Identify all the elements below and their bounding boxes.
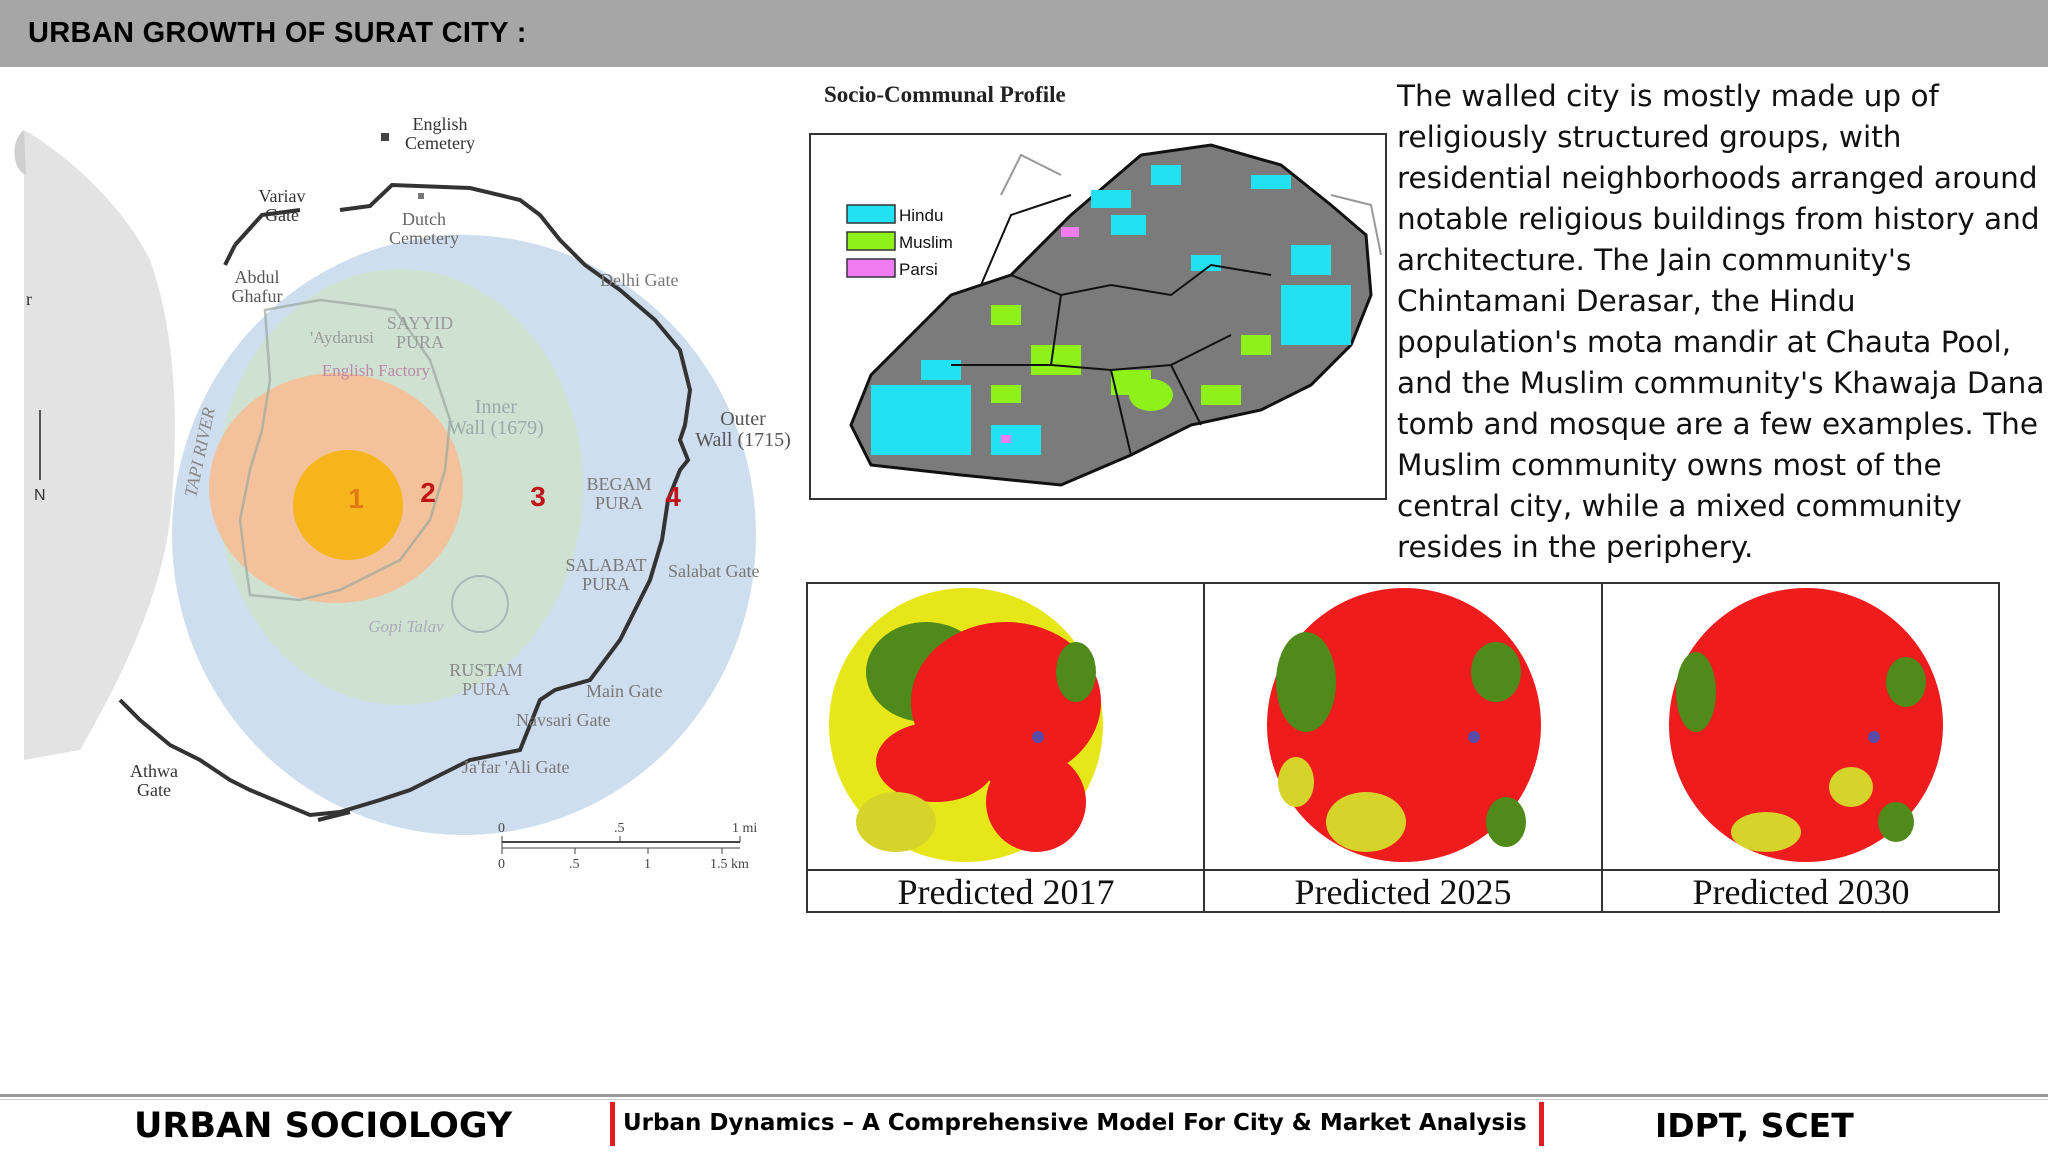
tapi-river-shape <box>24 130 175 760</box>
label-rustam-pura: RUSTAM PURA <box>449 660 523 699</box>
label-variav-gate: Variav Gate <box>259 186 306 225</box>
label-abdul-ghafur: Abdul Ghafur <box>232 267 283 306</box>
prediction-map-2017 <box>829 588 1103 862</box>
prediction-map-2025 <box>1267 588 1541 862</box>
footer-course-title: URBAN SOCIOLOGY <box>134 1106 513 1146</box>
zone-number-1: 1 <box>348 483 364 514</box>
scale-km-0: 0 <box>498 857 505 872</box>
label-begam-pura: BEGAM PURA <box>586 474 651 513</box>
predicted-2030-label: Predicted 2030 <box>1692 872 1910 912</box>
page-title: URBAN GROWTH OF SURAT CITY : <box>28 17 527 49</box>
predicted-2025-label: Predicted 2025 <box>1294 872 1512 912</box>
footer-project-title: Urban Dynamics – A Comprehensive Model F… <box>610 1102 1544 1146</box>
label-left-edge: r <box>26 289 32 309</box>
label-sayyid-pura: SAYYID PURA <box>387 313 453 352</box>
description-text: The walled city is mostly made up of rel… <box>1397 79 2045 564</box>
predicted-2017-label: Predicted 2017 <box>897 872 1115 912</box>
scale-km-1: 1 <box>644 857 651 872</box>
zone-number-4: 4 <box>665 481 681 512</box>
scale-km-1-5: 1.5 km <box>710 857 749 872</box>
label-salabat-pura: SALABAT PURA <box>565 555 646 594</box>
prediction-map-2030 <box>1669 588 1943 862</box>
socio-profile-title: Socio-Communal Profile <box>824 82 1066 107</box>
scale-km-half: .5 <box>569 857 580 872</box>
footer-institute: IDPT, SCET <box>1655 1106 1854 1145</box>
label-main-gate: Main Gate <box>586 681 662 701</box>
footer-divider <box>0 1094 2048 1097</box>
label-athwa-gate: Athwa Gate <box>130 761 178 800</box>
zone-number-3: 3 <box>530 481 546 512</box>
header-bar: URBAN GROWTH OF SURAT CITY : <box>0 0 2048 67</box>
label-delhi-gate: Delhi Gate <box>600 270 678 290</box>
label-gopi-talav: Gopi Talav <box>368 617 444 636</box>
legend-muslim: Muslim <box>899 233 953 252</box>
label-english-factory: English Factory <box>322 361 431 380</box>
legend-hindu: Hindu <box>899 206 943 225</box>
label-english-cemetery: English Cemetery <box>405 114 475 153</box>
socio-legend: Hindu Muslim Parsi <box>846 204 953 279</box>
label-navsari-gate: Navsari Gate <box>516 710 610 730</box>
surat-growth-map: 1 2 3 4 English Cemetery Variav Gate Dutch… <box>14 114 791 872</box>
label-salabat-gate: Salabat Gate <box>668 561 759 581</box>
socio-profile-map: Hindu Muslim Parsi <box>809 133 1387 500</box>
north-label: N <box>34 487 46 504</box>
label-inner-wall: Inner Wall (1679) <box>448 396 544 439</box>
label-outer-wall: Outer Wall (1715) <box>695 408 791 451</box>
footer-divider-thin <box>0 1099 2048 1100</box>
legend-parsi: Parsi <box>899 260 938 279</box>
zone-number-2: 2 <box>420 477 436 508</box>
label-aydarusi: 'Aydarusi <box>310 328 374 347</box>
scale-mi-half: .5 <box>614 821 625 836</box>
scale-bar: 0 .5 1 mi 0 .5 1 1.5 km <box>498 821 757 872</box>
scale-mi-1: 1 mi <box>732 821 757 836</box>
label-dutch-cemetery: Dutch Cemetery <box>389 209 459 248</box>
prediction-panel: Predicted 2017 Predicted 2025 Predicted … <box>806 582 2000 913</box>
label-jafar-ali-gate: Ja'far 'Ali Gate <box>462 757 569 777</box>
inner-wall-line <box>238 298 452 602</box>
outer-wall-line <box>118 182 693 822</box>
zone-1-circle <box>293 450 403 560</box>
scale-mi-0: 0 <box>498 821 505 836</box>
